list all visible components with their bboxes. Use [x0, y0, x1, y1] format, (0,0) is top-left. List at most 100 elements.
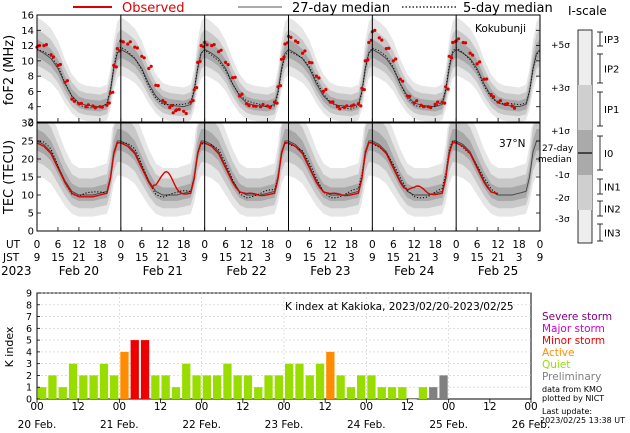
- fof2-observed-point: [86, 103, 90, 107]
- iscale-median-label-2: median: [538, 155, 572, 165]
- fof2-observed-point: [366, 58, 370, 62]
- fof2-observed-point: [331, 100, 335, 104]
- jst-tick-label: 21: [491, 252, 504, 264]
- fof2-ytick-label: 4: [28, 102, 34, 113]
- fof2-observed-point: [367, 40, 371, 45]
- fof2-observed-point: [212, 43, 216, 47]
- jst-tick-label: 3: [432, 252, 439, 264]
- jst-tick-label: 3: [348, 252, 355, 264]
- k-hour-label: 00: [442, 401, 455, 413]
- k-hour-label: 12: [483, 401, 496, 413]
- fof2-observed-point: [408, 94, 412, 98]
- fof2-observed-point: [360, 86, 364, 90]
- fof2-observed-point: [156, 84, 160, 88]
- fof2-observed-point: [314, 74, 318, 78]
- fof2-observed-point: [126, 42, 130, 46]
- k-bar: [233, 375, 242, 399]
- k-date-label: 21 Feb.: [100, 419, 139, 431]
- k-bar: [439, 375, 448, 399]
- fof2-observed-point: [307, 60, 312, 64]
- fof2-observed-point: [51, 55, 56, 59]
- fof2-observed-point: [321, 89, 325, 93]
- jst-tick-label: 21: [240, 252, 253, 264]
- jst-tick-label: 21: [408, 252, 421, 264]
- k-bar: [315, 363, 325, 399]
- day-labels: Feb 20 Feb 21 Feb 22 Feb 23 Feb 24 Feb 25: [59, 264, 519, 278]
- fof2-observed-point: [363, 59, 367, 63]
- fof2-observed-point: [468, 51, 472, 55]
- k-hour-label: 12: [236, 401, 249, 413]
- ut-tick-label: 12: [324, 239, 337, 251]
- fof2-observed-point: [401, 79, 405, 83]
- fof2-observed-point: [84, 105, 88, 109]
- ut-tick-label: 0: [34, 239, 41, 251]
- k-bar: [367, 375, 376, 399]
- k-legend-preliminary: Preliminary: [542, 371, 601, 383]
- fof2-y-ticks: 2 4 6 8 10 12 14 16: [21, 11, 540, 129]
- k-legend-minor: Minor storm: [542, 335, 605, 347]
- k-hour-label: 00: [277, 401, 290, 413]
- fof2-observed-point: [233, 75, 237, 79]
- fof2-observed-point: [450, 56, 454, 60]
- k-bar: [48, 375, 57, 399]
- k-hour-label: 12: [71, 401, 84, 413]
- k-bar: [79, 375, 88, 399]
- fof2-observed-point: [154, 83, 158, 87]
- fof2-ytick-label: 6: [28, 87, 34, 98]
- fof2-observed-point: [324, 87, 328, 92]
- fof2-observed-point: [419, 103, 423, 107]
- tec-ytick-label: 25: [21, 137, 34, 148]
- fof2-observed-point: [394, 57, 398, 61]
- ut-tick-label: 18: [345, 239, 358, 251]
- k-bar: [161, 375, 170, 399]
- jst-tick-label: 3: [97, 252, 104, 264]
- fof2-observed-point: [149, 64, 153, 68]
- iscale-level-label: I0: [604, 149, 613, 160]
- fof2-observed-point: [317, 76, 321, 80]
- fof2-observed-point: [296, 40, 300, 45]
- fof2-observed-point: [338, 107, 342, 111]
- fof2-observed-point: [471, 53, 475, 57]
- ut-tick-label: 18: [93, 239, 106, 251]
- jst-tick-label: 9: [537, 252, 544, 264]
- fof2-observed-point: [415, 99, 419, 103]
- k-y-label: K index: [3, 326, 16, 367]
- k-bar: [418, 387, 428, 399]
- fof2-observed-point: [433, 102, 437, 106]
- k-hour-label: 00: [360, 401, 373, 413]
- day-label: Feb 24: [394, 264, 434, 278]
- k-bar: [140, 340, 150, 399]
- fof2-observed-point: [276, 85, 280, 89]
- tec-observed-line: [36, 142, 499, 198]
- k-legend: Severe storm Major storm Minor storm Act…: [540, 311, 625, 425]
- fof2-observed-point: [265, 104, 270, 108]
- jst-tick-label: 15: [51, 252, 64, 264]
- k-bar: [192, 375, 201, 399]
- fof2-observed-point: [147, 66, 151, 71]
- fof2-observed-point: [105, 103, 109, 107]
- fof2-observed-point: [440, 100, 444, 104]
- fof2-observed-point: [115, 47, 119, 51]
- fof2-ytick-label: 8: [28, 72, 34, 83]
- fof2-observed-point: [77, 102, 81, 106]
- fof2-observed-point: [279, 57, 284, 61]
- fof2-panel: 2 4 6 8 10 12 14 16 Kokubunji foF2 (MHz): [2, 11, 541, 129]
- fof2-day-separators: [36, 15, 541, 122]
- top-legend: Observed 27-day median 5-day median: [73, 1, 553, 16]
- fof2-observed-point: [485, 77, 489, 81]
- k-bar: [429, 387, 438, 399]
- fof2-observed-point: [112, 63, 116, 67]
- k-date-labels: 20 Feb. 21 Feb. 22 Feb. 23 Feb. 24 Feb. 25 Fe…: [18, 419, 551, 431]
- k-bar: [58, 387, 67, 399]
- iscale-title: I-scale: [568, 4, 607, 18]
- k-date-label: 24 Feb.: [347, 419, 386, 431]
- fof2-observed-point: [356, 102, 360, 106]
- fof2-observed-point: [121, 40, 125, 44]
- fof2-observed-point: [362, 88, 366, 92]
- fof2-observed-point: [70, 97, 74, 101]
- fof2-observed-point: [49, 53, 53, 57]
- iscale-sigma-p5: +5σ: [551, 41, 570, 51]
